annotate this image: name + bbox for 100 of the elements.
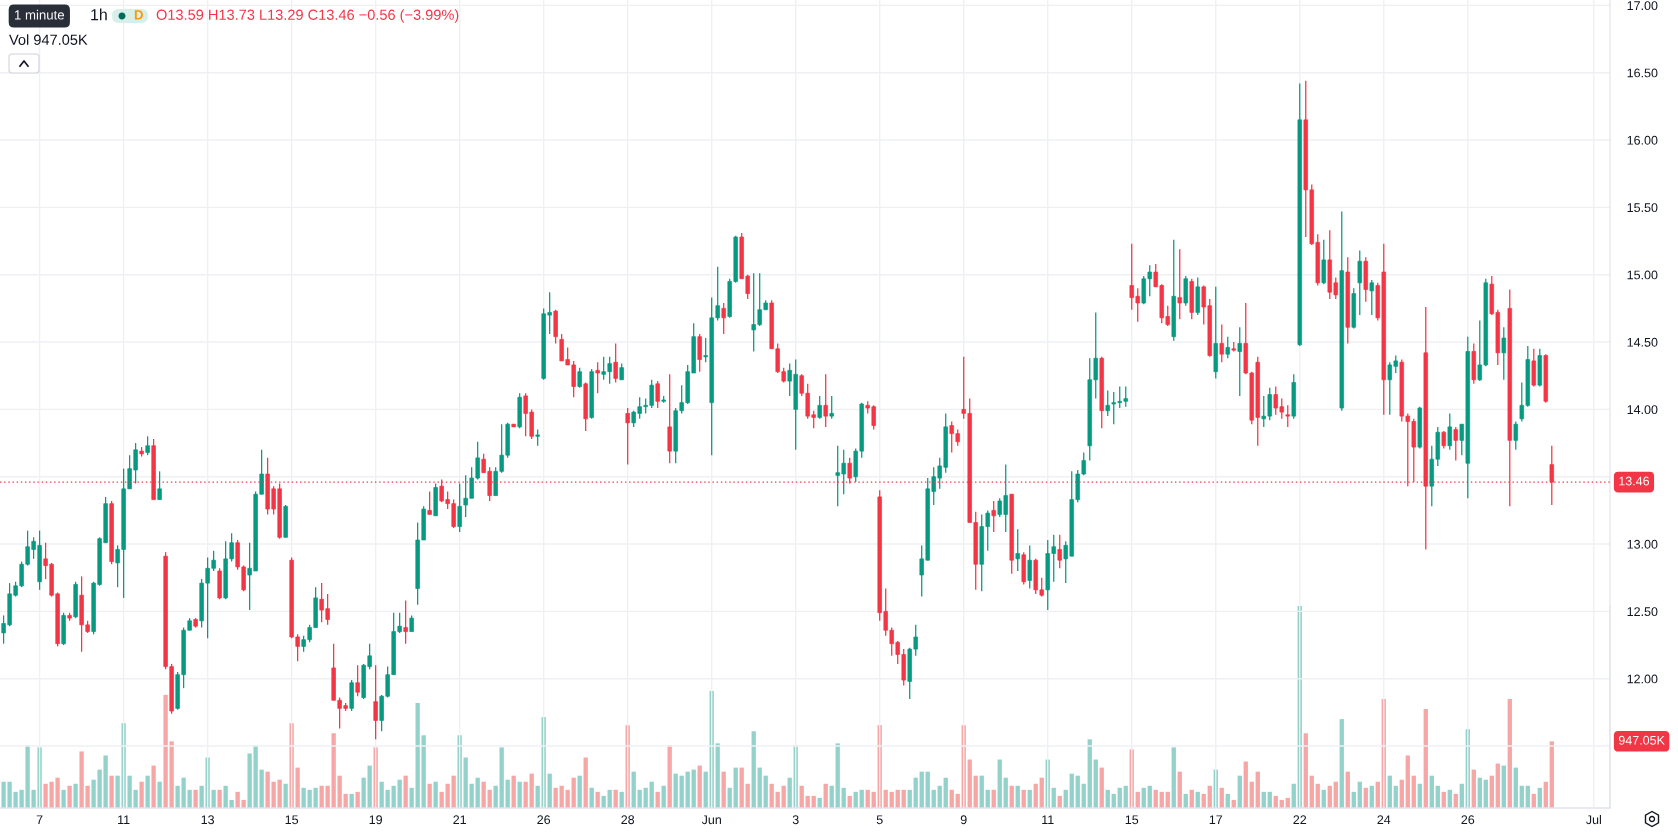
x-tick-label: 3 <box>792 815 799 825</box>
candlestick <box>577 367 582 389</box>
candlestick <box>1501 326 1506 381</box>
candlestick <box>427 490 432 516</box>
x-tick-label: 13 <box>201 815 215 825</box>
y-tick-label: 15.50 <box>1627 203 1658 213</box>
candlestick <box>1285 404 1290 428</box>
bar <box>193 789 198 808</box>
bar <box>139 781 144 808</box>
candlestick <box>1369 279 1374 316</box>
candlestick <box>457 482 462 533</box>
annotation: 1 minute <box>15 9 65 20</box>
bar <box>355 791 360 808</box>
candlestick <box>157 470 162 501</box>
candlestick <box>1015 528 1020 572</box>
bar <box>1501 765 1506 808</box>
candlestick <box>1447 412 1452 451</box>
chart-title: 1h <box>91 8 107 21</box>
y-tick-label: 12.50 <box>1627 607 1658 617</box>
candlestick <box>823 373 828 428</box>
bar <box>1243 761 1248 808</box>
x-tick-label: 24 <box>1377 815 1391 824</box>
bar <box>283 783 288 808</box>
bar <box>151 765 156 808</box>
y-tick-label: 17.00 <box>1627 1 1658 11</box>
bar <box>67 785 72 808</box>
x-tick-label: 21 <box>453 815 466 824</box>
x-tick-label: 15 <box>1125 815 1139 825</box>
candlestick <box>403 599 408 645</box>
bar <box>109 775 114 808</box>
y-tick-label: 13.00 <box>1627 539 1658 549</box>
candlestick <box>625 407 630 466</box>
ref-line-label: 13.46 <box>1619 476 1650 486</box>
bar <box>403 775 408 808</box>
bar <box>1423 709 1428 808</box>
candlestick <box>991 500 996 533</box>
candlestick <box>1237 326 1242 397</box>
candlestick <box>145 435 150 456</box>
bar <box>427 783 432 808</box>
candlestick <box>697 333 702 373</box>
x-tick-label: 7 <box>36 815 43 824</box>
x-tick-label: 9 <box>960 815 967 825</box>
candlestick <box>613 342 618 384</box>
annotation: Vol 947.05K <box>9 34 88 45</box>
candlestick <box>1453 426 1458 462</box>
candlestick <box>1177 248 1182 320</box>
bar <box>349 793 354 808</box>
candlestick <box>373 664 378 740</box>
bar <box>967 759 972 808</box>
candlestick <box>1357 249 1362 316</box>
candlestick <box>1225 336 1230 359</box>
bar <box>1171 747 1176 808</box>
candlestick <box>1027 544 1032 590</box>
x-tick-label: 15 <box>285 815 299 825</box>
bar <box>217 789 222 808</box>
x-tick-label: Jun <box>701 815 721 825</box>
candlestick <box>721 302 726 335</box>
bar <box>145 775 150 808</box>
bar <box>61 789 66 808</box>
x-tick-label: 17 <box>1209 815 1223 824</box>
annotation: D <box>134 10 143 20</box>
bar <box>373 747 378 808</box>
candlestick <box>1321 239 1326 285</box>
candlestick <box>829 395 834 420</box>
bar <box>1507 698 1512 808</box>
candlestick <box>817 395 822 420</box>
candlestick <box>1057 534 1062 569</box>
candlestick <box>655 380 660 409</box>
annotation: O13.59 H13.73 L13.29 C13.46 −0.56 (−3.99%) <box>156 9 459 23</box>
candlestick <box>355 664 360 697</box>
bar <box>481 781 486 808</box>
bar <box>73 783 78 808</box>
x-tick-label: 28 <box>621 815 635 825</box>
candlestick <box>1219 323 1224 363</box>
bar <box>1495 763 1500 808</box>
x-tick-label: 5 <box>876 815 883 825</box>
x-tick-label: 26 <box>537 815 551 825</box>
bar <box>1339 719 1344 808</box>
bar <box>499 747 504 808</box>
bar <box>697 765 702 808</box>
x-tick-label: 19 <box>369 815 383 825</box>
candlestick <box>595 361 600 394</box>
bar <box>1405 755 1410 808</box>
y-tick-label: 16.50 <box>1627 68 1658 78</box>
x-tick-label: 11 <box>118 815 130 824</box>
bar <box>1093 759 1098 808</box>
x-tick-label: 11 <box>1042 815 1054 824</box>
bar <box>997 759 1002 808</box>
bar <box>583 757 588 808</box>
bar <box>433 781 438 808</box>
candlestick <box>1105 389 1110 417</box>
candlestick <box>1513 420 1518 451</box>
y-tick-label: 16.00 <box>1627 135 1658 145</box>
x-tick-label: 22 <box>1293 815 1307 824</box>
y-tick-label: 15.00 <box>1627 270 1658 280</box>
x-tick-label: 26 <box>1461 815 1475 825</box>
text: 947.05K <box>1618 735 1665 745</box>
y-tick-label: 14.00 <box>1627 405 1658 415</box>
x-tick-label: Jul <box>1586 814 1601 825</box>
y-tick-label: 12.00 <box>1627 674 1658 684</box>
